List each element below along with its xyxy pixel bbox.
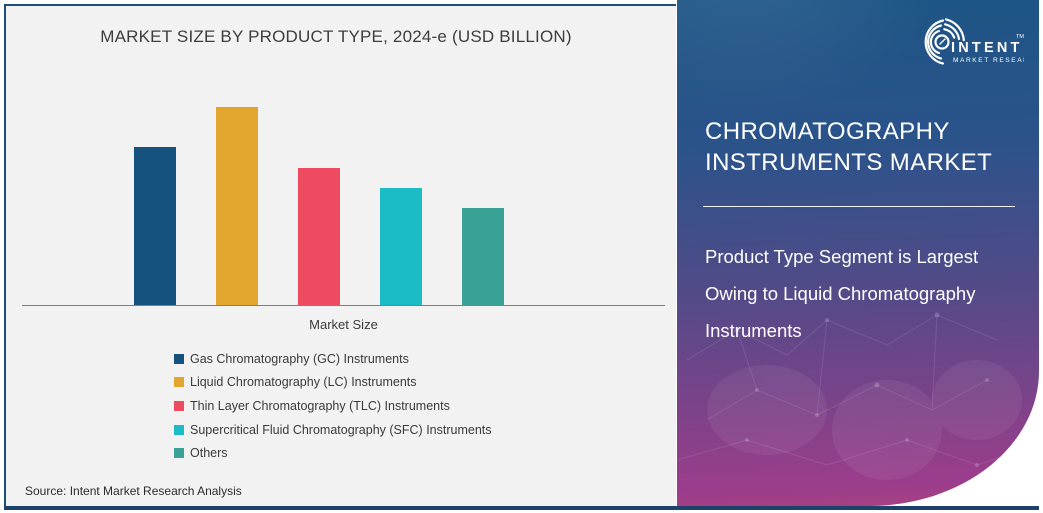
legend-swatch [174, 448, 184, 459]
intent-market-research-logo: INTENT MARKET RESEARCH TM [924, 18, 1024, 65]
bar-4 [380, 188, 422, 305]
chart-title: MARKET SIZE BY PRODUCT TYPE, 2024-e (USD… [100, 27, 572, 46]
legend-item: Thin Layer Chromatography (TLC) Instrume… [174, 394, 492, 418]
panel-title: CHROMATOGRAPHY INSTRUMENTS MARKET [705, 118, 993, 176]
logo-subtitle: MARKET RESEARCH [953, 57, 1024, 64]
bar-1 [134, 147, 176, 305]
bar-5 [462, 208, 504, 305]
legend-swatch [174, 424, 184, 435]
x-axis-line [22, 305, 665, 306]
logo-wordmark: INTENT [951, 40, 1023, 56]
logo-tm-mark: TM [1016, 34, 1024, 40]
legend-swatch [174, 353, 184, 364]
legend-label: Liquid Chromatography (LC) Instruments [190, 375, 417, 390]
chart-panel: MARKET SIZE BY PRODUCT TYPE, 2024-e (USD… [4, 4, 676, 507]
legend-item: Supercritical Fluid Chromatography (SFC)… [174, 418, 492, 442]
legend: Gas Chromatography (GC) Instruments Liqui… [174, 347, 492, 465]
source-note: Source: Intent Market Research Analysis [25, 484, 242, 498]
panel-divider [703, 206, 1015, 207]
info-panel: INTENT MARKET RESEARCH TM CHROMATOGRAPHY… [677, 0, 1039, 506]
panel-sheen [677, 0, 1039, 506]
bottom-accent-bar [4, 506, 1039, 510]
bar-plot [22, 6, 665, 306]
legend-item: Gas Chromatography (GC) Instruments [174, 347, 492, 371]
legend-swatch [174, 377, 184, 388]
legend-item: Liquid Chromatography (LC) Instruments [174, 371, 492, 395]
bar-2 [216, 107, 258, 305]
legend-label: Others [190, 446, 228, 461]
panel-description: Product Type Segment is Largest Owing to… [705, 246, 979, 341]
legend-label: Supercritical Fluid Chromatography (SFC)… [190, 422, 492, 437]
legend-label: Gas Chromatography (GC) Instruments [190, 351, 409, 366]
x-axis-label: Market Size [309, 317, 378, 332]
bar-3 [298, 168, 340, 305]
legend-item: Others [174, 441, 492, 465]
legend-swatch [174, 400, 184, 411]
legend-label: Thin Layer Chromatography (TLC) Instrume… [190, 398, 450, 413]
